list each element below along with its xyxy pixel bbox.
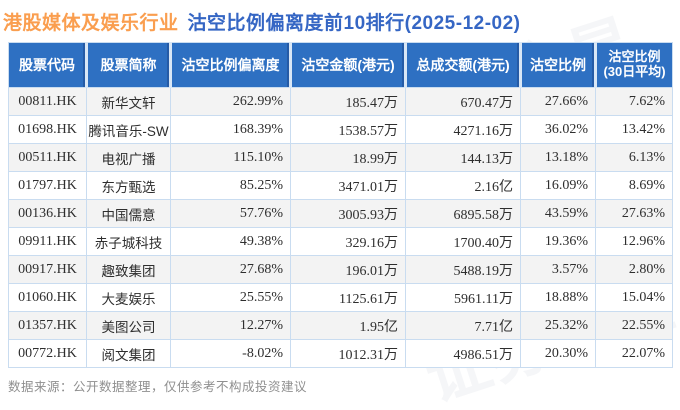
- cell-short-amount: 1538.57万: [290, 115, 406, 144]
- table-row: 01060.HK 大麦娱乐 25.55% 1125.61万 5961.11万 18.88%…: [8, 283, 673, 312]
- table-row: 01698.HK 腾讯音乐-SW 168.39% 1538.57万 4271.16万 36…: [8, 115, 673, 144]
- cell-deviation: 27.68%: [170, 255, 291, 284]
- cell-stock-code: 09911.HK: [8, 227, 87, 256]
- cell-short-amount: 329.16万: [290, 227, 406, 256]
- cell-stock-name: 趣致集团: [86, 255, 171, 284]
- cell-short-ratio: 18.88%: [520, 283, 596, 312]
- cell-short-amount: 1.95亿: [290, 311, 406, 340]
- cell-short-amount: 185.47万: [290, 87, 406, 116]
- header-line2: (30日平均): [603, 64, 666, 79]
- cell-short-ratio: 20.30%: [520, 339, 596, 368]
- column-header-deviation: 沽空比例偏离度: [170, 42, 292, 88]
- cell-stock-code: 00136.HK: [8, 199, 87, 228]
- cell-turnover: 1700.40万: [405, 227, 521, 256]
- cell-deviation: 25.55%: [170, 283, 291, 312]
- cell-short-ratio-30d: 8.69%: [595, 171, 673, 200]
- cell-turnover: 6895.58万: [405, 199, 521, 228]
- cell-turnover: 2.16亿: [405, 171, 521, 200]
- cell-stock-name: 东方甄选: [86, 171, 171, 200]
- cell-short-amount: 3005.93万: [290, 199, 406, 228]
- cell-short-ratio-30d: 22.07%: [595, 339, 673, 368]
- cell-stock-code: 00511.HK: [8, 143, 87, 172]
- column-header-short-ratio-30d: 沽空比例 (30日平均): [595, 42, 673, 88]
- cell-stock-name: 新华文轩: [86, 87, 171, 116]
- cell-stock-name: 赤子城科技: [86, 227, 171, 256]
- cell-short-ratio: 43.59%: [520, 199, 596, 228]
- cell-deviation: 12.27%: [170, 311, 291, 340]
- cell-stock-code: 01797.HK: [8, 171, 87, 200]
- cell-stock-name: 腾讯音乐-SW: [86, 115, 171, 144]
- table-row: 01357.HK 美图公司 12.27% 1.95亿 7.71亿 25.32% 22.55%: [8, 311, 673, 340]
- cell-stock-code: 01357.HK: [8, 311, 87, 340]
- cell-deviation: 115.10%: [170, 143, 291, 172]
- cell-stock-code: 00917.HK: [8, 255, 87, 284]
- cell-deviation: 262.99%: [170, 87, 291, 116]
- cell-short-ratio: 3.57%: [520, 255, 596, 284]
- cell-stock-code: 00811.HK: [8, 87, 87, 116]
- cell-turnover: 4986.51万: [405, 339, 521, 368]
- table-row: 00511.HK 电视广播 115.10% 18.99万 144.13万 13.18% 6.…: [8, 143, 673, 172]
- cell-short-ratio-30d: 2.80%: [595, 255, 673, 284]
- cell-stock-code: 01060.HK: [8, 283, 87, 312]
- cell-deviation: -8.02%: [170, 339, 291, 368]
- table-row: 01797.HK 东方甄选 85.25% 3471.01万 2.16亿 16.09% 8.6…: [8, 171, 673, 200]
- cell-short-ratio-30d: 27.63%: [595, 199, 673, 228]
- table-row: 00811.HK 新华文轩 262.99% 185.47万 670.47万 27.66% 7…: [8, 87, 673, 116]
- cell-short-ratio: 19.36%: [520, 227, 596, 256]
- cell-stock-name: 美图公司: [86, 311, 171, 340]
- column-header-stock-code: 股票代码: [8, 42, 88, 88]
- cell-deviation: 57.76%: [170, 199, 291, 228]
- cell-short-ratio: 16.09%: [520, 171, 596, 200]
- cell-short-amount: 3471.01万: [290, 171, 406, 200]
- cell-stock-name: 电视广播: [86, 143, 171, 172]
- cell-short-ratio-30d: 6.13%: [595, 143, 673, 172]
- cell-turnover: 144.13万: [405, 143, 521, 172]
- table-body: 00811.HK 新华文轩 262.99% 185.47万 670.47万 27.66% 7…: [8, 87, 673, 368]
- cell-deviation: 85.25%: [170, 171, 291, 200]
- cell-short-ratio: 25.32%: [520, 311, 596, 340]
- table-row: 00772.HK 阅文集团 -8.02% 1012.31万 4986.51万 20.30%…: [8, 339, 673, 368]
- table-header: 股票代码 股票简称 沽空比例偏离度 沽空金额(港元) 总成交额(港元) 沽空比例…: [8, 42, 673, 88]
- cell-short-ratio-30d: 15.04%: [595, 283, 673, 312]
- cell-stock-code: 00772.HK: [8, 339, 87, 368]
- title-industry: 港股媒体及娱乐行业: [3, 13, 179, 34]
- page-title: 港股媒体及娱乐行业 沽空比例偏离度前10排行(2025-12-02): [0, 0, 680, 35]
- cell-short-amount: 196.01万: [290, 255, 406, 284]
- cell-deviation: 168.39%: [170, 115, 291, 144]
- table-row: 00917.HK 趣致集团 27.68% 196.01万 5488.19万 3.57% 2.…: [8, 255, 673, 284]
- cell-short-amount: 1012.31万: [290, 339, 406, 368]
- cell-short-ratio-30d: 13.42%: [595, 115, 673, 144]
- column-header-stock-name: 股票简称: [86, 42, 172, 88]
- cell-short-ratio: 36.02%: [520, 115, 596, 144]
- cell-stock-name: 中国儒意: [86, 199, 171, 228]
- header-line1: 沽空比例: [608, 49, 661, 65]
- table-row: 00136.HK 中国儒意 57.76% 3005.93万 6895.58万 43.59%…: [8, 199, 673, 228]
- cell-short-ratio-30d: 7.62%: [595, 87, 673, 116]
- column-header-turnover: 总成交额(港元): [405, 42, 522, 88]
- cell-deviation: 49.38%: [170, 227, 291, 256]
- cell-short-amount: 1125.61万: [290, 283, 406, 312]
- column-header-short-amount: 沽空金额(港元): [290, 42, 407, 88]
- cell-short-ratio-30d: 12.96%: [595, 227, 673, 256]
- column-header-short-ratio: 沽空比例: [520, 42, 597, 88]
- cell-stock-name: 大麦娱乐: [86, 283, 171, 312]
- cell-short-ratio: 13.18%: [520, 143, 596, 172]
- title-ranking: 沽空比例偏离度前10排行(2025-12-02): [187, 13, 521, 34]
- source-note: 数据来源：公开数据整理，仅供参考不构成投资建议: [8, 380, 308, 394]
- cell-turnover: 5488.19万: [405, 255, 521, 284]
- cell-stock-code: 01698.HK: [8, 115, 87, 144]
- table-row: 09911.HK 赤子城科技 49.38% 329.16万 1700.40万 19.36%…: [8, 227, 673, 256]
- cell-turnover: 7.71亿: [405, 311, 521, 340]
- cell-turnover: 4271.16万: [405, 115, 521, 144]
- short-selling-deviation-table: 股票代码 股票简称 沽空比例偏离度 沽空金额(港元) 总成交额(港元) 沽空比例…: [8, 42, 673, 368]
- cell-turnover: 5961.11万: [405, 283, 521, 312]
- cell-short-amount: 18.99万: [290, 143, 406, 172]
- cell-turnover: 670.47万: [405, 87, 521, 116]
- cell-stock-name: 阅文集团: [86, 339, 171, 368]
- cell-short-ratio-30d: 22.55%: [595, 311, 673, 340]
- cell-short-ratio: 27.66%: [520, 87, 596, 116]
